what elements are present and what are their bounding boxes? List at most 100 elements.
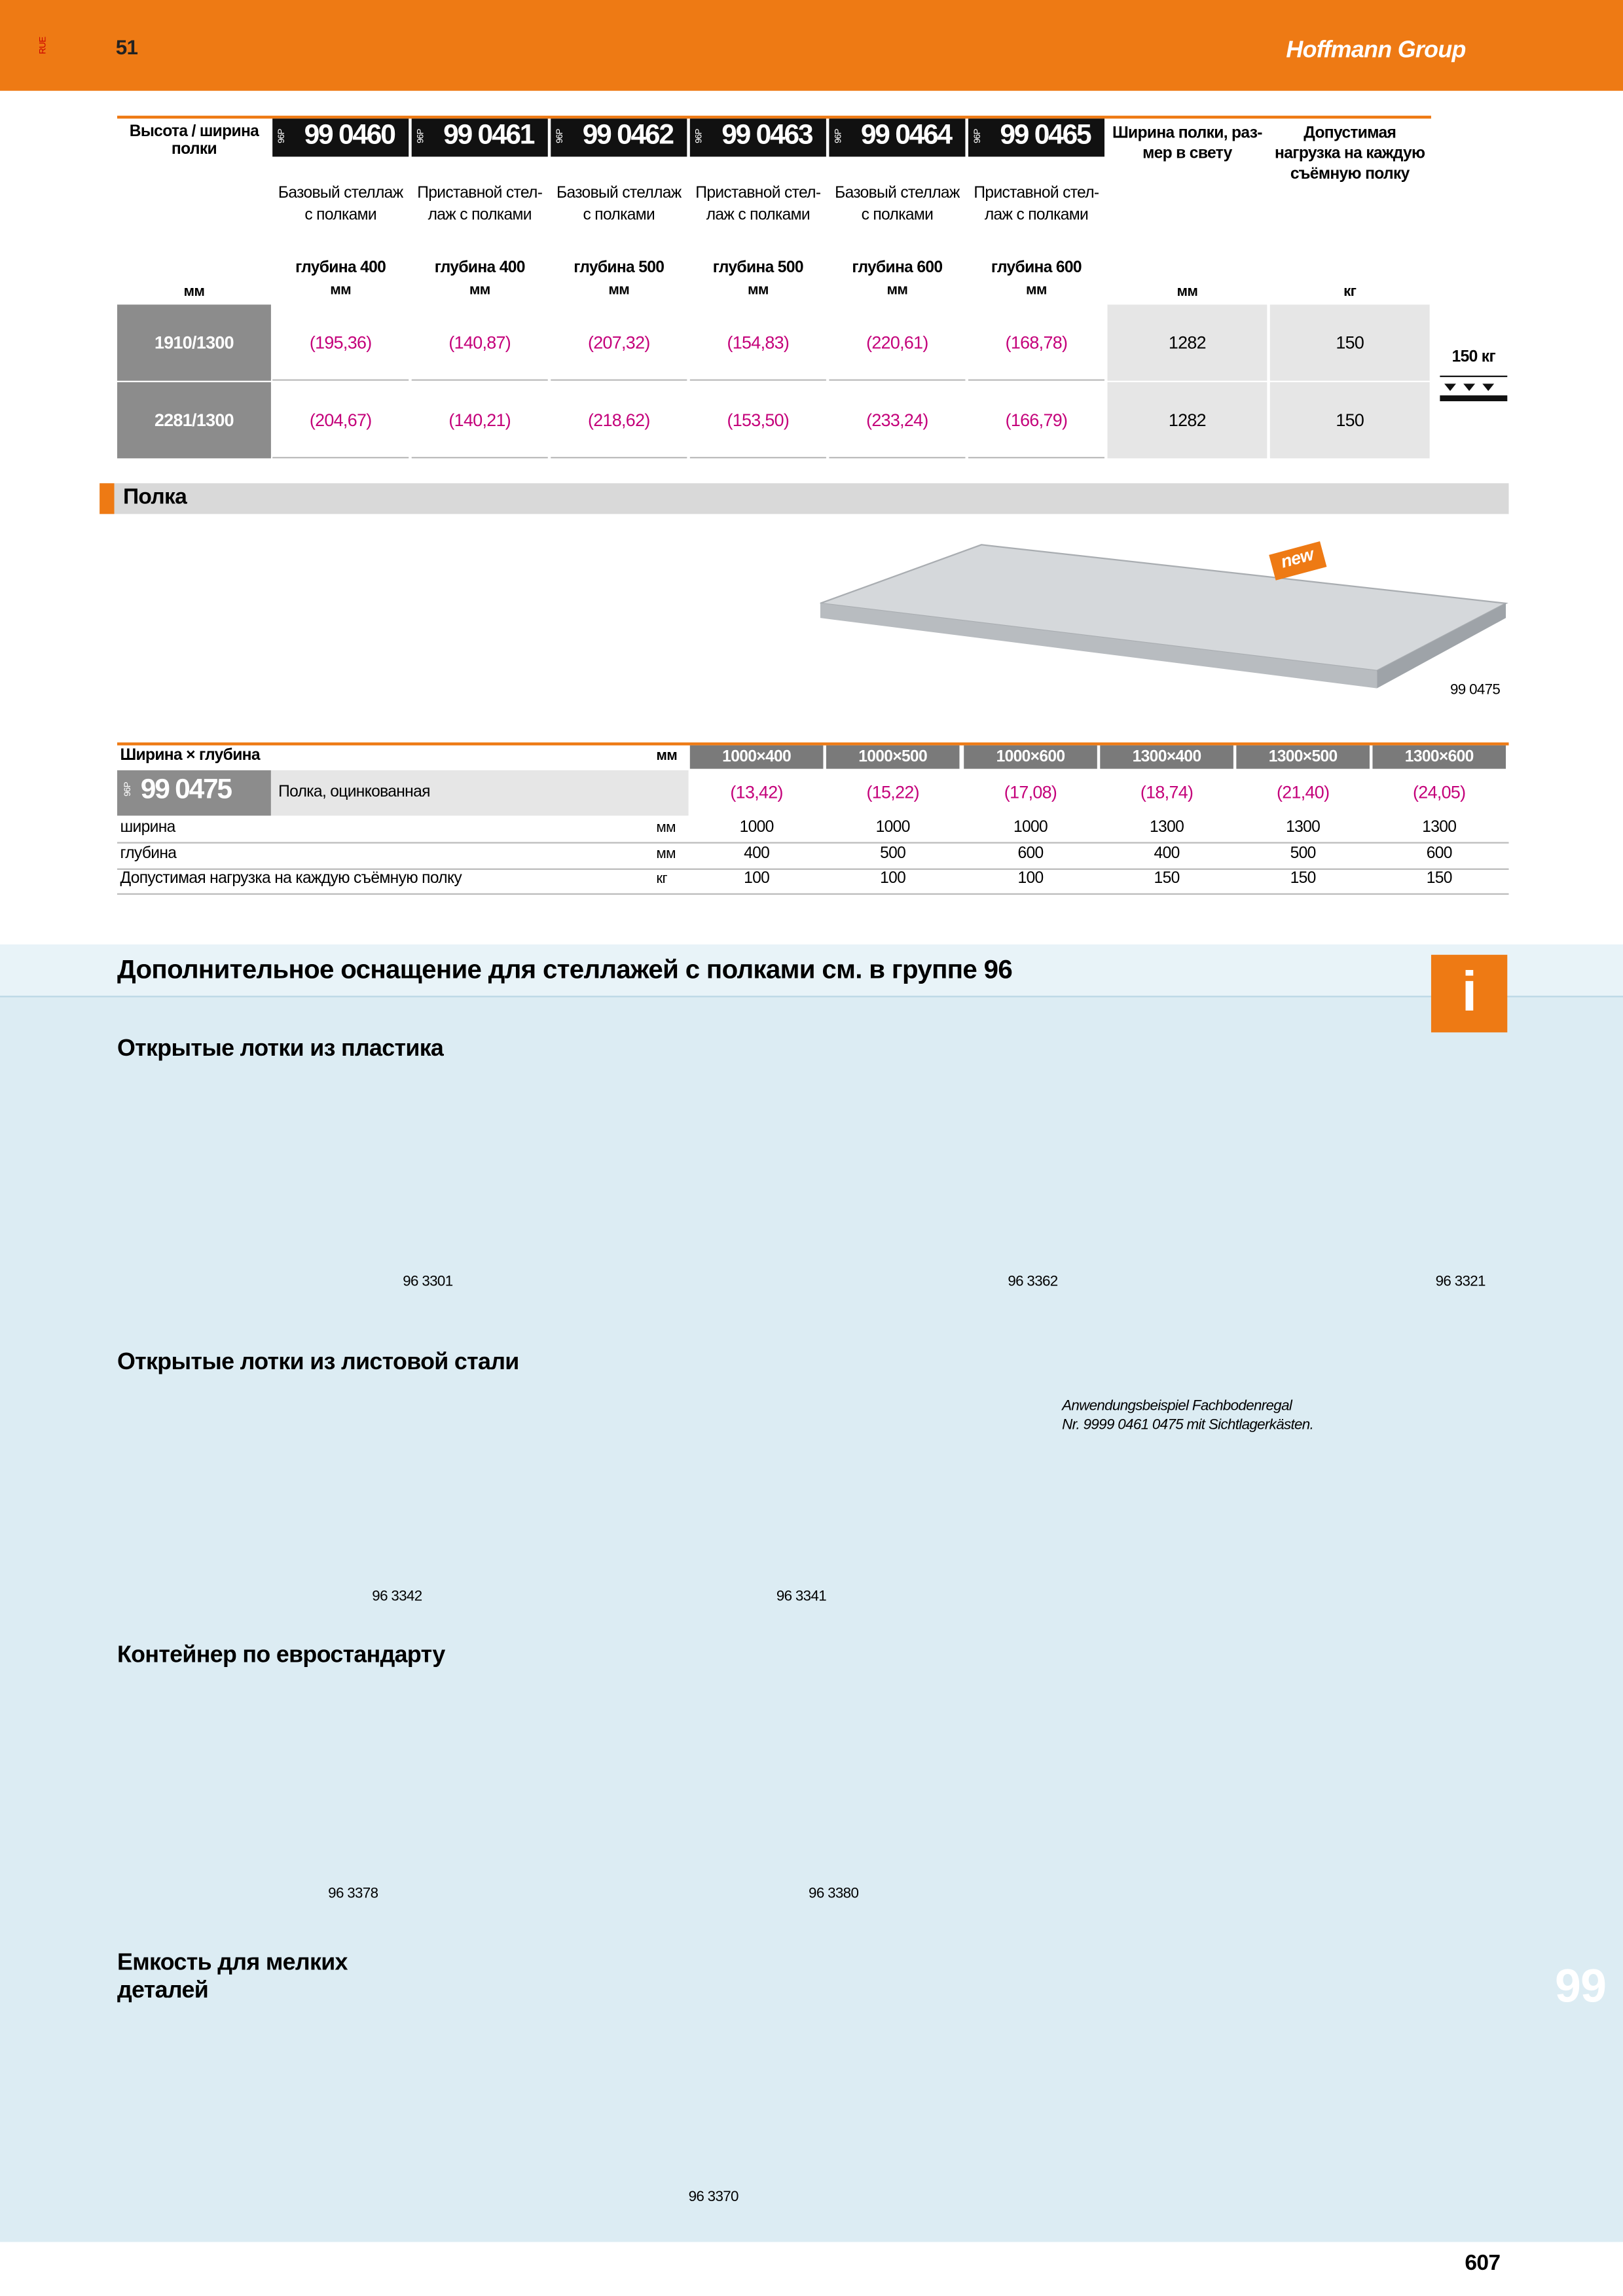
- row-label: 2281/1300: [117, 382, 271, 459]
- row-line: [117, 867, 1509, 869]
- cell: 150: [1426, 870, 1453, 888]
- row-label: глубина: [120, 844, 177, 862]
- code-box: [968, 118, 1104, 157]
- price: (140,21): [411, 382, 548, 459]
- unit: кг: [1343, 284, 1357, 300]
- cell: 1300: [1150, 818, 1184, 836]
- item-code: 96 3341: [776, 1588, 827, 1605]
- product-code: 99 0460: [304, 120, 396, 151]
- item-code: 96 3342: [372, 1588, 422, 1605]
- cell: 1282: [1107, 382, 1267, 459]
- product-code: 99 0475: [140, 774, 232, 806]
- price: (220,61): [829, 304, 966, 381]
- catalog-prefix: 96P: [417, 129, 427, 144]
- price: (195,36): [272, 304, 409, 381]
- code-box: [551, 118, 687, 157]
- cell: 1000: [739, 818, 775, 836]
- item-code: 96 3362: [1008, 1274, 1058, 1291]
- table-rule: [117, 115, 1431, 119]
- catalog-prefix: 96P: [695, 129, 705, 144]
- cell: 100: [744, 870, 770, 888]
- size: 1300×600: [1372, 745, 1506, 769]
- cell: 1000: [875, 818, 911, 836]
- section-marker: [100, 483, 115, 514]
- price: (24,05): [1413, 781, 1466, 803]
- info-background: [0, 944, 1623, 2242]
- depth: глубина 600: [852, 259, 943, 277]
- size: 1300×500: [1236, 745, 1370, 769]
- tab-number: 99: [1555, 1959, 1607, 2013]
- cell: 500: [1290, 844, 1317, 862]
- price: (17,08): [1004, 781, 1057, 803]
- load-badge: 150 кг: [1451, 348, 1496, 367]
- unit: мм: [656, 748, 678, 764]
- item-code: 96 3378: [328, 1886, 378, 1903]
- section-bar: [100, 483, 1509, 514]
- cell: 600: [1017, 844, 1044, 862]
- row-label: Допустимая нагрузка на каждую съёмную по…: [120, 870, 462, 888]
- price: (168,78): [968, 304, 1104, 381]
- product-code: 99 0465: [1000, 120, 1091, 151]
- item-code: 96 3301: [403, 1274, 453, 1291]
- info-icon: i: [1431, 954, 1508, 1033]
- page-number: 607: [1465, 2250, 1501, 2276]
- row-line: [117, 893, 1509, 895]
- description: Базовый стеллаж с полками: [835, 184, 960, 224]
- cell: 500: [880, 844, 906, 862]
- code-box: [117, 770, 271, 816]
- code-box: [829, 118, 966, 157]
- shelf-image: [820, 603, 1377, 689]
- shelf-image: [1377, 603, 1506, 689]
- unit: мм: [656, 846, 676, 862]
- catalog-prefix: 96P: [974, 129, 983, 144]
- unit: мм: [608, 282, 630, 299]
- lang-code: RUE: [39, 37, 48, 54]
- description: Базовый стеллаж с полками: [278, 184, 403, 224]
- price: (153,50): [689, 382, 826, 459]
- section-title: Полка: [122, 484, 187, 510]
- price: (233,24): [829, 382, 966, 459]
- description: Приставной стел- лаж с полками: [417, 184, 543, 224]
- item-code: 96 3380: [809, 1886, 859, 1903]
- cell: 1000: [1013, 818, 1048, 836]
- cell: 150: [1269, 382, 1430, 459]
- row-label: 1910/1300: [117, 304, 271, 381]
- depth: глубина 600: [991, 259, 1082, 277]
- description: Приставной стел- лаж с полками: [974, 184, 1099, 224]
- badge-arrows: [1444, 384, 1495, 391]
- unit: мм: [886, 282, 908, 299]
- unit: кг: [656, 871, 667, 888]
- cell: 400: [1154, 844, 1180, 862]
- group-title: Контейнер по евростандарту: [117, 1643, 445, 1668]
- unit: мм: [747, 282, 769, 299]
- price: (18,74): [1140, 781, 1194, 803]
- example-caption: Nr. 9999 0461 0475 mit Sichtlagerkästen.: [1062, 1417, 1314, 1434]
- item-code: 96 3321: [1435, 1274, 1486, 1291]
- product-code: 99 0462: [582, 120, 674, 151]
- item-code: 96 3370: [688, 2189, 739, 2206]
- size: 1000×600: [964, 745, 1097, 769]
- unit: мм: [1026, 282, 1047, 299]
- image-code: 99 0475: [1450, 682, 1501, 699]
- table-rule: [117, 742, 1509, 745]
- header-bar: [0, 0, 1623, 91]
- catalog-prefix: 96P: [124, 782, 134, 797]
- column-header: Ширина полки, раз- мер в свету: [1112, 124, 1263, 163]
- brand: Hoffmann Group: [1286, 38, 1466, 63]
- description: Полка, оцинкованная: [270, 770, 689, 816]
- price: (13,42): [730, 781, 783, 803]
- cell: 1282: [1107, 304, 1267, 381]
- row-label: ширина: [120, 818, 175, 836]
- section-page: 51: [115, 35, 138, 59]
- column-header: Допустимая нагрузка на каждую съёмную по…: [1275, 124, 1425, 183]
- example-caption: Anwendungsbeispiel Fachbodenregal: [1062, 1398, 1292, 1415]
- cell: 1300: [1286, 818, 1321, 836]
- cell: 1300: [1422, 818, 1457, 836]
- catalog-prefix: 96P: [556, 129, 566, 144]
- group-title: Открытые лотки из пластика: [117, 1037, 444, 1062]
- cell: 100: [1017, 870, 1044, 888]
- price: (204,67): [272, 382, 409, 459]
- group-title: Емкость для мелких деталей: [117, 1950, 348, 2003]
